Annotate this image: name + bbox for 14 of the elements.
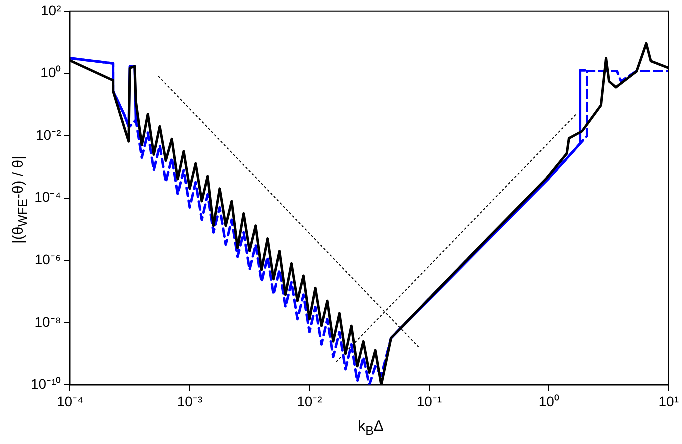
- x-axis-title: k$_{B}$Δ: [357, 418, 385, 438]
- x-tick-label: 10⁰: [538, 393, 560, 410]
- x-tick-label: 10⁻⁴: [56, 393, 84, 410]
- x-tick-label: 10¹: [658, 393, 680, 410]
- y-tick-label: 10⁻⁴: [34, 189, 62, 206]
- y-tick-label: 10⁻⁸: [34, 314, 62, 330]
- y-tick-label: 10⁰: [40, 64, 62, 81]
- x-tick-label: 10⁻³: [177, 393, 203, 410]
- y-tick-label: 10²: [41, 2, 62, 18]
- y-tick-label: 10⁻²: [36, 126, 62, 143]
- y-tick-label: 10⁻¹⁰: [31, 376, 62, 392]
- y-tick-label: 10⁻⁶: [34, 251, 62, 268]
- x-tick-label: 10⁻²: [297, 393, 323, 410]
- x-tick-label: 10⁻¹: [416, 393, 442, 410]
